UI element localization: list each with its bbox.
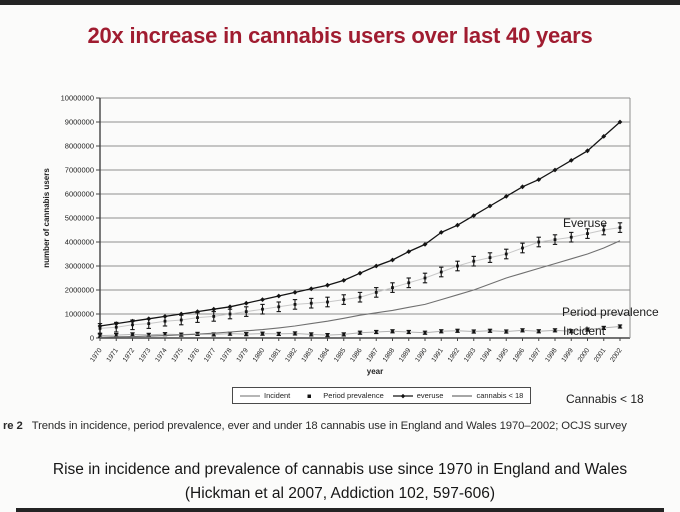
svg-text:2000000: 2000000 xyxy=(65,286,94,295)
svg-text:0: 0 xyxy=(90,334,94,343)
bottom-accent-bar xyxy=(16,508,664,512)
svg-text:1989: 1989 xyxy=(398,347,413,364)
svg-text:3000000: 3000000 xyxy=(65,262,94,271)
legend-label: everuse xyxy=(416,391,444,400)
legend-item: everuse xyxy=(392,391,444,400)
svg-text:2002: 2002 xyxy=(609,347,624,364)
svg-text:1987: 1987 xyxy=(365,347,380,364)
svg-text:1979: 1979 xyxy=(235,347,250,364)
svg-text:1000000: 1000000 xyxy=(65,310,94,319)
svg-text:1973: 1973 xyxy=(138,347,153,364)
svg-text:1985: 1985 xyxy=(333,347,348,364)
svg-text:1997: 1997 xyxy=(528,347,543,364)
svg-text:1991: 1991 xyxy=(430,347,445,364)
svg-text:1995: 1995 xyxy=(495,347,510,364)
svg-text:8000000: 8000000 xyxy=(65,142,94,151)
svg-text:9000000: 9000000 xyxy=(65,118,94,127)
legend-label: Incident xyxy=(264,391,291,400)
svg-text:1976: 1976 xyxy=(187,347,202,364)
svg-text:6000000: 6000000 xyxy=(65,190,94,199)
svg-text:1986: 1986 xyxy=(349,347,364,364)
svg-text:1993: 1993 xyxy=(463,347,478,364)
legend-swatch-line-icon xyxy=(240,394,260,397)
legend-label: Period prevalence xyxy=(323,391,384,400)
annotation-everuse: Everuse xyxy=(563,216,608,230)
svg-text:1981: 1981 xyxy=(268,347,283,364)
svg-text:10000000: 10000000 xyxy=(61,94,94,103)
chart-figure: 0 1000000 2000000 3000000 4000000 5000000 6000… xyxy=(35,85,667,440)
svg-text:1983: 1983 xyxy=(300,347,315,364)
svg-text:1999: 1999 xyxy=(560,347,575,364)
svg-text:1984: 1984 xyxy=(317,347,332,364)
footer-line-1: Rise in incidence and prevalence of cann… xyxy=(52,461,628,478)
legend-item: Period prevalence xyxy=(299,391,384,400)
legend-swatch-line-icon xyxy=(452,394,473,397)
svg-text:1974: 1974 xyxy=(154,347,169,364)
svg-text:1972: 1972 xyxy=(122,347,137,364)
svg-text:number of cannabis users: number of cannabis users xyxy=(42,168,51,268)
svg-text:1975: 1975 xyxy=(170,347,185,364)
legend-item: Incident xyxy=(240,391,290,400)
annotation-cannabis-under-18: Cannabis < 18 xyxy=(566,392,644,406)
chart-legend: Incident Period prevalence everuse cannabis… xyxy=(232,387,532,404)
svg-text:1992: 1992 xyxy=(447,347,462,364)
legend-item: cannabis < 18 xyxy=(452,391,523,400)
svg-text:year: year xyxy=(367,367,383,376)
figure-caption-text: Trends in incidence, period prevalence, … xyxy=(31,420,627,432)
legend-swatch-line-diamond-icon xyxy=(392,393,413,398)
top-accent-bar xyxy=(0,0,680,5)
svg-text:1971: 1971 xyxy=(105,347,120,364)
annotation-period-prevalence: Period prevalence xyxy=(562,305,659,319)
svg-text:5000000: 5000000 xyxy=(65,214,94,223)
svg-text:1977: 1977 xyxy=(203,347,218,364)
legend-swatch-dot-icon xyxy=(307,394,312,398)
svg-text:1982: 1982 xyxy=(284,347,299,364)
svg-text:1978: 1978 xyxy=(219,347,234,364)
svg-text:1990: 1990 xyxy=(414,347,429,364)
svg-text:1980: 1980 xyxy=(252,347,267,364)
svg-text:1988: 1988 xyxy=(382,347,397,364)
svg-text:1994: 1994 xyxy=(479,347,494,364)
svg-text:1998: 1998 xyxy=(544,347,559,364)
svg-text:7000000: 7000000 xyxy=(65,166,94,175)
legend-label: cannabis < 18 xyxy=(476,391,524,400)
svg-text:2001: 2001 xyxy=(593,347,608,364)
footer-line-2: (Hickman et al 2007, Addiction 102, 597-… xyxy=(184,485,496,502)
annotation-incident: Incident xyxy=(563,324,606,338)
slide-title: 20x increase in cannabis users over last… xyxy=(87,23,593,48)
figure-caption: re 2 Trends in incidence, period prevalen… xyxy=(3,420,677,432)
figure-caption-number: re 2 xyxy=(3,420,23,432)
svg-text:1996: 1996 xyxy=(512,347,527,364)
svg-text:4000000: 4000000 xyxy=(65,238,94,247)
svg-text:1970: 1970 xyxy=(89,347,104,364)
chart: 0 1000000 2000000 3000000 4000000 5000000 6000… xyxy=(42,94,631,376)
svg-text:2000: 2000 xyxy=(577,347,592,364)
